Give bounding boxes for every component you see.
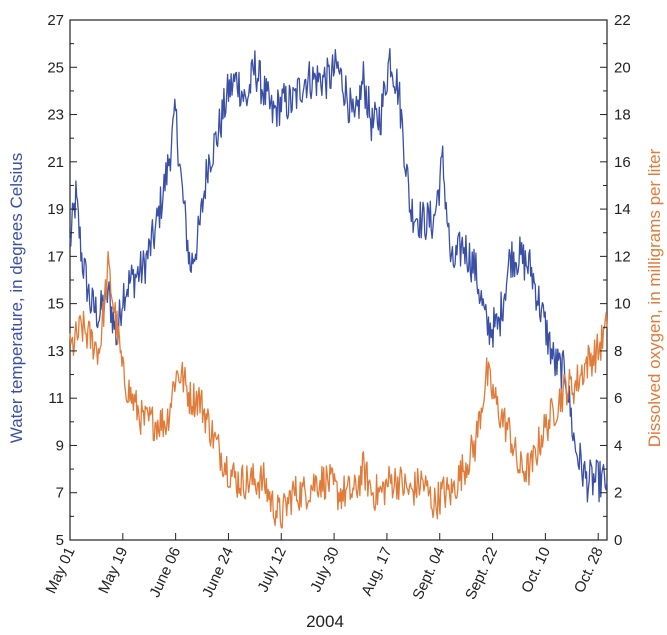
x-tick-label: Sept. 04 — [409, 545, 448, 603]
series-line-1 — [69, 47, 608, 503]
x-tick-label: June 06 — [146, 545, 184, 601]
x-tick-label: July 12 — [254, 545, 289, 595]
y-right-tick-label: 16 — [614, 154, 631, 171]
y-left-tick-label: 17 — [47, 248, 64, 265]
y-right-tick-label: 10 — [614, 296, 631, 313]
x-tick-label: May 19 — [95, 545, 131, 597]
axes-layer: 5 7 9 11 13 15 17 19 21 23 25 27 0 2 4 6 8 10 12 14 16 18 20 22… — [42, 12, 630, 602]
y-left-tick-label: 13 — [47, 343, 64, 360]
y-right-axis-label: Dissolved oxygen, in milligrams per lite… — [645, 148, 664, 447]
series-line-2 — [69, 251, 608, 529]
y-right-tick-label: 22 — [614, 12, 631, 29]
x-tick-label: May 01 — [42, 545, 78, 597]
y-right-tick-label: 20 — [614, 59, 631, 76]
x-tick-label: Sept. 22 — [462, 545, 501, 603]
y-right-tick-label: 2 — [614, 485, 622, 502]
y-right-tick-label: 18 — [614, 107, 631, 124]
y-right-tick-label: 12 — [614, 248, 631, 265]
y-right-tick-label: 4 — [614, 437, 622, 454]
y-left-axis-label: Water temperature, in degrees Celsius — [7, 153, 26, 443]
y-right-tick-label: 14 — [614, 201, 631, 218]
y-left-tick-label: 21 — [47, 154, 64, 171]
x-tick-label: Oct. 28 — [571, 545, 607, 596]
y-left-tick-label: 15 — [47, 296, 64, 313]
y-left-tick-label: 11 — [48, 390, 64, 407]
series-layer — [69, 47, 608, 529]
y-right-tick-label: 0 — [614, 532, 622, 549]
y-left-tick-label: 19 — [47, 201, 64, 218]
y-left-tick-label: 25 — [47, 59, 64, 76]
x-tick-label: Aug. 17 — [358, 545, 395, 599]
x-tick-label: Oct. 10 — [518, 545, 554, 596]
x-tick-label: July 30 — [307, 545, 342, 595]
y-left-tick-label: 27 — [47, 12, 64, 29]
y-left-tick-label: 9 — [56, 437, 64, 454]
y-right-tick-label: 6 — [614, 390, 622, 407]
y-left-tick-label: 7 — [56, 485, 64, 502]
x-tick-label: June 24 — [199, 545, 237, 601]
y-left-tick-label: 5 — [56, 532, 64, 549]
x-axis-label: 2004 — [306, 612, 344, 631]
y-right-tick-label: 8 — [614, 343, 622, 360]
y-left-tick-label: 23 — [47, 107, 64, 124]
